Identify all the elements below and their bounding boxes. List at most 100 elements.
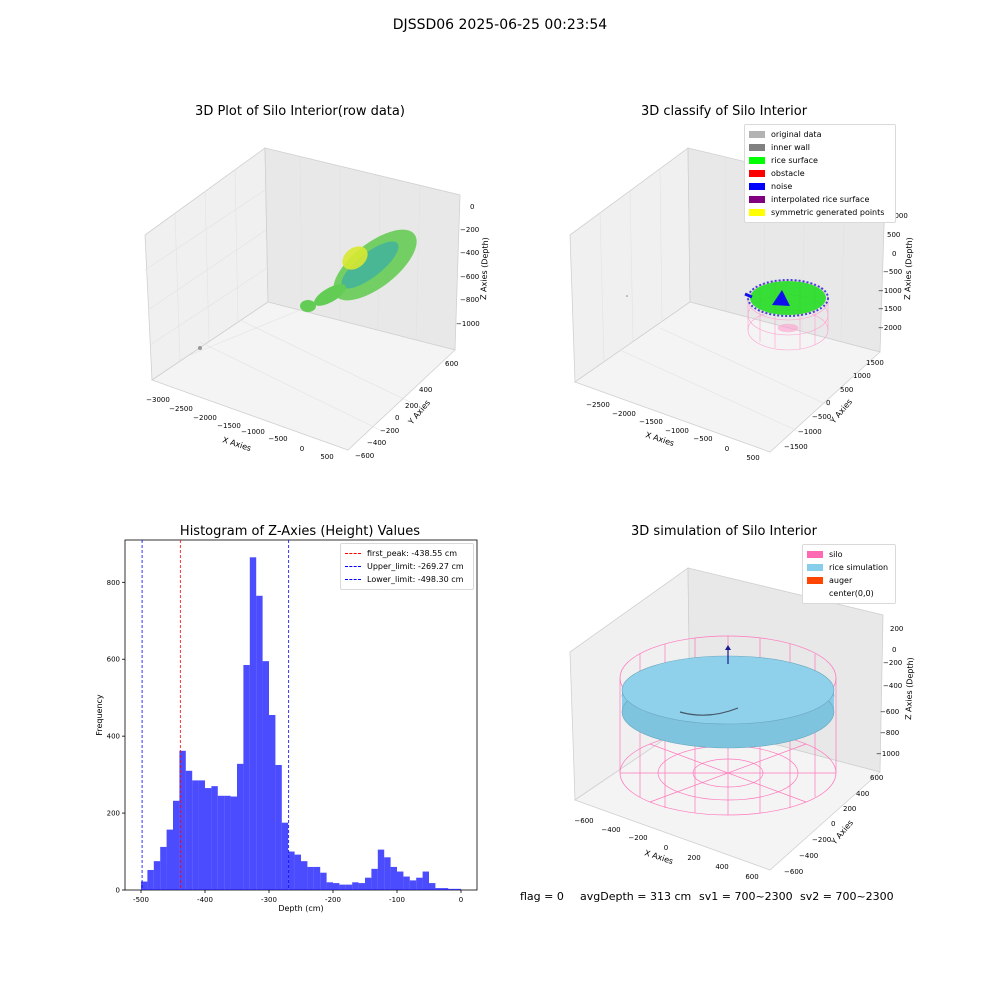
- tick: −1000: [665, 427, 689, 435]
- classify-y-ticks: 1500 1000 500 0 −500 −1000 −1500: [784, 359, 884, 451]
- tick: −1000: [241, 428, 265, 436]
- legend-label: symmetric generated points: [771, 208, 885, 217]
- tick: 0: [300, 445, 304, 453]
- legend-swatch: [749, 144, 765, 151]
- histogram-chart: -500 -400 -300 -200 -100 0 0 200 400 600 800 Dept…: [95, 539, 478, 913]
- histogram-y-label: Frequency: [95, 694, 104, 736]
- tick: 0: [892, 250, 896, 258]
- histogram-bar: [160, 846, 167, 890]
- histogram-reference-lines: [141, 540, 290, 890]
- tick: 1000: [890, 212, 908, 220]
- legend-swatch: [749, 183, 765, 190]
- legend-label: interpolated rice surface: [771, 195, 870, 204]
- tick: −800: [880, 729, 899, 737]
- histogram-bar: [205, 788, 212, 890]
- histogram-bar: [294, 854, 301, 890]
- tick: −1500: [784, 443, 808, 451]
- tick: −600: [784, 868, 803, 876]
- classify-legend: original data inner wall rice surface ob…: [744, 124, 896, 223]
- histogram-bar: [384, 857, 391, 890]
- simulation-rice-surface: [621, 645, 835, 749]
- legend-item: Lower_limit: -498.30 cm: [345, 573, 469, 586]
- legend-item: first_peak: -438.55 cm: [345, 547, 469, 560]
- flag-status: flag = 0: [520, 890, 564, 903]
- legend-swatch: [807, 564, 823, 571]
- legend-item: noise: [749, 180, 891, 193]
- tick: 1500: [866, 359, 884, 367]
- tick: −600: [460, 273, 479, 281]
- histogram-bar: [448, 888, 455, 890]
- tick: −500: [812, 413, 831, 421]
- histogram-x-label: Depth (cm): [278, 904, 323, 913]
- histogram-x-ticks: -500 -400 -300 -200 -100 0: [133, 890, 463, 904]
- tick: 0: [664, 844, 668, 852]
- legend-swatch: [807, 590, 823, 597]
- histogram-bar: [198, 780, 205, 890]
- legend-item: symmetric generated points: [749, 206, 891, 219]
- tick: −1000: [876, 750, 900, 758]
- legend-swatch: [749, 131, 765, 138]
- histogram-bar: [365, 877, 372, 890]
- legend-swatch: [749, 209, 765, 216]
- tick: −2000: [878, 324, 902, 332]
- legend-swatch: [807, 577, 823, 584]
- y-tick-label: 0: [116, 887, 120, 895]
- sv2-status: sv2 = 700~2300: [800, 890, 894, 903]
- simulation-z-ticks: 200 0 −200 −400 −600 −800 −1000: [876, 625, 903, 758]
- raw-z-ticks: 0 −200 −400 −600 −800 −1000: [456, 203, 480, 328]
- histogram-bar: [422, 871, 429, 890]
- legend-label: center(0,0): [829, 589, 874, 598]
- histogram-bar: [211, 786, 218, 890]
- tick: −2000: [612, 410, 636, 418]
- tick: −1500: [878, 305, 902, 313]
- histogram-bar: [262, 661, 269, 890]
- tick: 1000: [853, 372, 871, 380]
- tick: 200: [890, 625, 903, 633]
- tick: −1000: [878, 287, 902, 295]
- histogram-bar: [237, 763, 244, 890]
- histogram-bar: [454, 888, 461, 890]
- legend-swatch: [749, 157, 765, 164]
- histogram-bar: [217, 795, 225, 890]
- legend-label: auger: [829, 576, 853, 585]
- raw-x-ticks: −3000 −2500 −2000 −1500 −1000 −500 0 500: [146, 396, 334, 461]
- y-tick-label: 800: [107, 579, 120, 587]
- tick: 0: [470, 203, 474, 211]
- histogram-bar: [333, 883, 340, 890]
- tick: −400: [367, 439, 386, 447]
- tick: −200: [812, 836, 831, 844]
- histogram-bar: [192, 780, 199, 890]
- legend-item: obstacle: [749, 167, 891, 180]
- classify-3d-axes: −2500 −2000 −1500 −1000 −500 0 500 X Axi…: [569, 147, 914, 462]
- tick: −500: [268, 435, 287, 443]
- histogram-bar: [185, 770, 193, 890]
- legend-label: noise: [771, 182, 793, 191]
- tick: 0: [892, 646, 896, 654]
- histogram-bar: [301, 861, 308, 890]
- tick: 200: [687, 854, 700, 862]
- x-tick-label: -300: [261, 896, 277, 904]
- histogram-bar: [358, 883, 365, 890]
- histogram-bar: [147, 870, 154, 890]
- legend-label: Upper_limit: -269.27 cm: [367, 562, 464, 571]
- x-tick-label: -100: [389, 896, 405, 904]
- raw-point-cloud: [198, 229, 417, 350]
- tick: 500: [320, 453, 333, 461]
- legend-label: rice surface: [771, 156, 818, 165]
- tick: −200: [883, 659, 902, 667]
- tick: 400: [419, 386, 432, 394]
- legend-item: rice surface: [749, 154, 891, 167]
- tick: −500: [883, 268, 902, 276]
- legend-label: rice simulation: [829, 563, 889, 572]
- legend-swatch: [749, 170, 765, 177]
- tick: 500: [840, 386, 853, 394]
- tick: −200: [628, 834, 647, 842]
- histogram-bar: [441, 888, 449, 890]
- classify-y-label: Y Axies: [828, 397, 854, 426]
- histogram-bar: [269, 715, 276, 890]
- raw-3d-grid: [144, 156, 421, 431]
- tick: 500: [746, 454, 759, 462]
- classify-plot-title: 3D classify of Silo Interior: [640, 104, 808, 119]
- histogram-legend: first_peak: -438.55 cm Upper_limit: -269…: [340, 543, 474, 590]
- histogram-bar: [326, 882, 333, 890]
